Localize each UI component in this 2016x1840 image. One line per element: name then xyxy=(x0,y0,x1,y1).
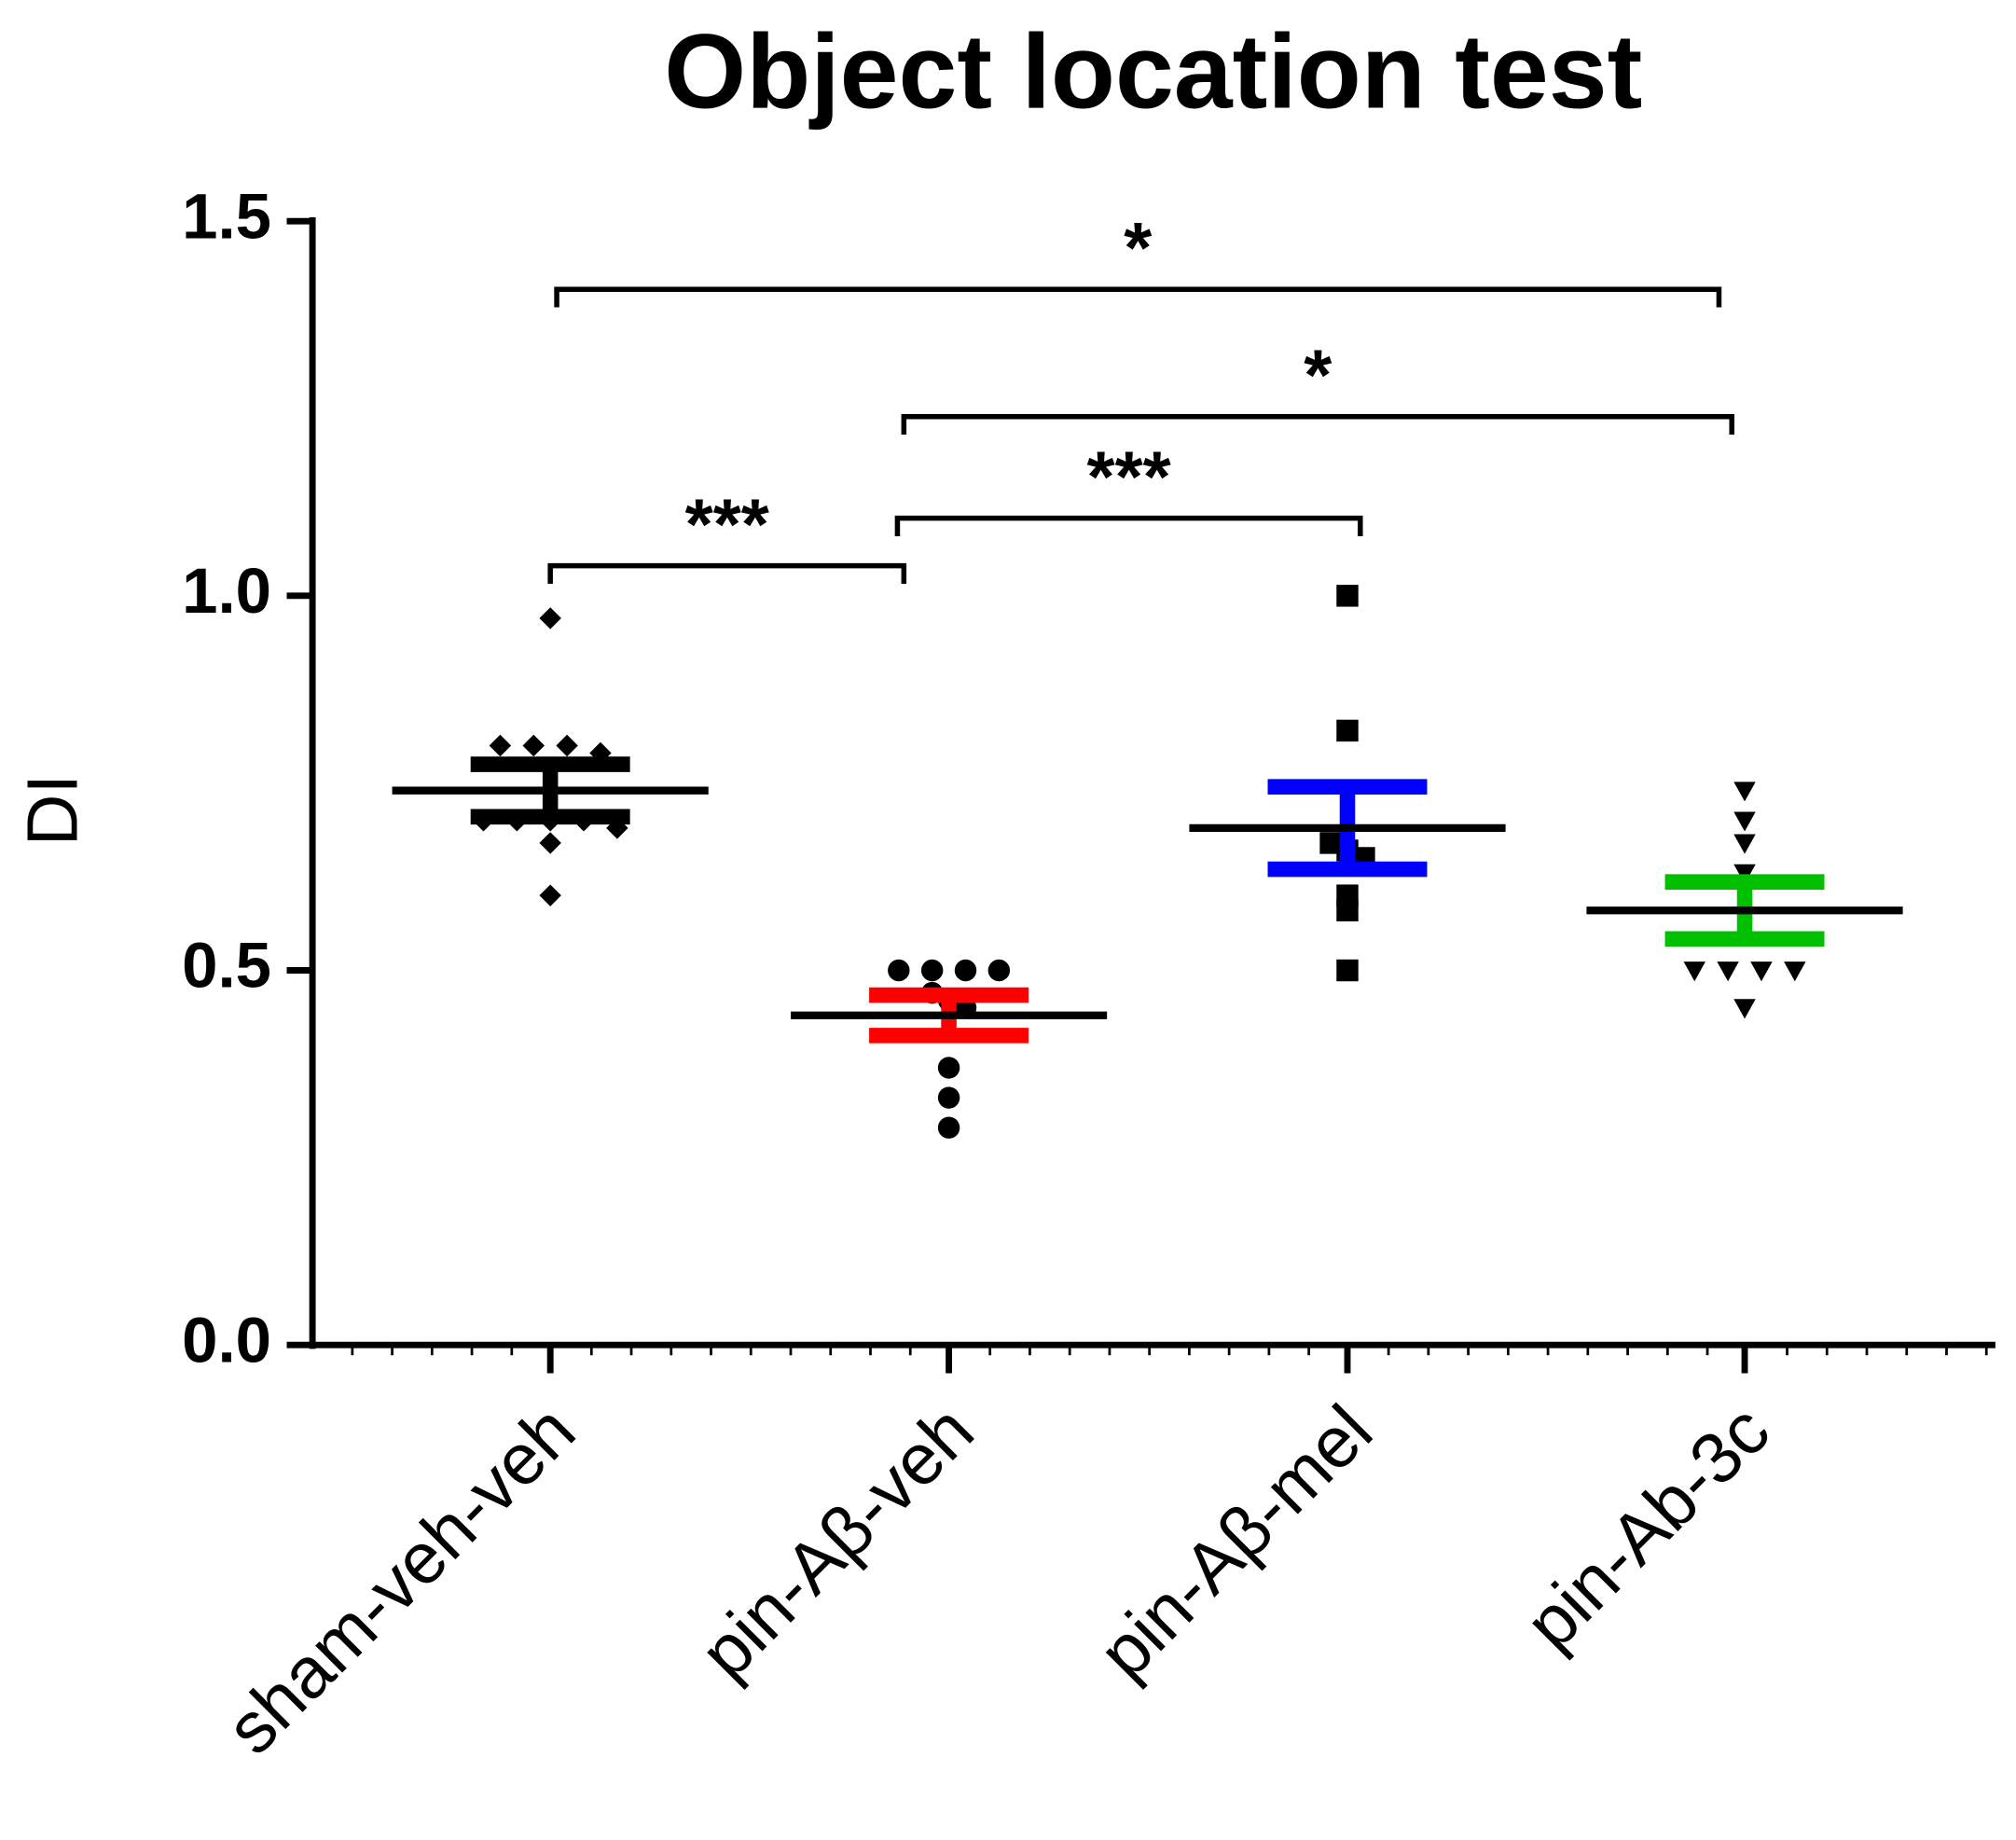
y-axis-label: DI xyxy=(12,774,92,846)
data-point xyxy=(1733,999,1756,1019)
data-point xyxy=(539,884,561,906)
data-point xyxy=(937,1086,960,1109)
significance-label: *** xyxy=(685,484,769,564)
data-point xyxy=(920,959,944,982)
significance-label: *** xyxy=(1087,436,1171,517)
y-tick-label: 0.0 xyxy=(182,1304,271,1376)
significance-label: * xyxy=(1124,208,1152,288)
data-point xyxy=(1336,719,1359,742)
significance-label: * xyxy=(1304,336,1332,416)
data-point xyxy=(556,734,578,757)
data-point xyxy=(888,959,910,982)
data-point xyxy=(539,832,561,854)
data-point xyxy=(937,1116,960,1139)
data-point xyxy=(1717,962,1739,982)
data-point xyxy=(1319,832,1342,854)
x-tick-label: pin-Ab-3c xyxy=(1511,1390,1785,1665)
data-point xyxy=(937,1057,960,1079)
data-point xyxy=(539,607,561,629)
data-point xyxy=(1733,834,1756,854)
significance-bracket xyxy=(894,515,1363,536)
y-tick-label: 1.0 xyxy=(182,555,271,627)
data-point xyxy=(1733,782,1756,802)
data-point xyxy=(1733,811,1756,832)
data-point xyxy=(1784,962,1806,982)
data-point xyxy=(1336,899,1359,921)
x-tick-label: sham-veh-veh xyxy=(211,1390,590,1770)
significance-bracket xyxy=(547,562,907,584)
y-tick-label: 1.5 xyxy=(182,180,271,252)
data-point xyxy=(954,959,977,982)
data-point xyxy=(1336,585,1359,607)
data-point xyxy=(489,734,512,757)
data-point xyxy=(987,959,1011,982)
data-point xyxy=(1750,962,1773,982)
significance-bracket xyxy=(901,413,1734,436)
significance-bracket xyxy=(554,286,1722,308)
y-tick-label: 0.5 xyxy=(182,930,271,1002)
chart-title: Object location test xyxy=(664,12,1642,130)
data-point xyxy=(1733,864,1756,884)
data-point xyxy=(1683,962,1705,982)
x-tick-label: pin-Aβ-veh xyxy=(685,1390,989,1695)
x-tick-label: pin-Aβ-mel xyxy=(1084,1390,1388,1695)
data-point xyxy=(1336,959,1359,982)
data-point xyxy=(522,734,545,757)
